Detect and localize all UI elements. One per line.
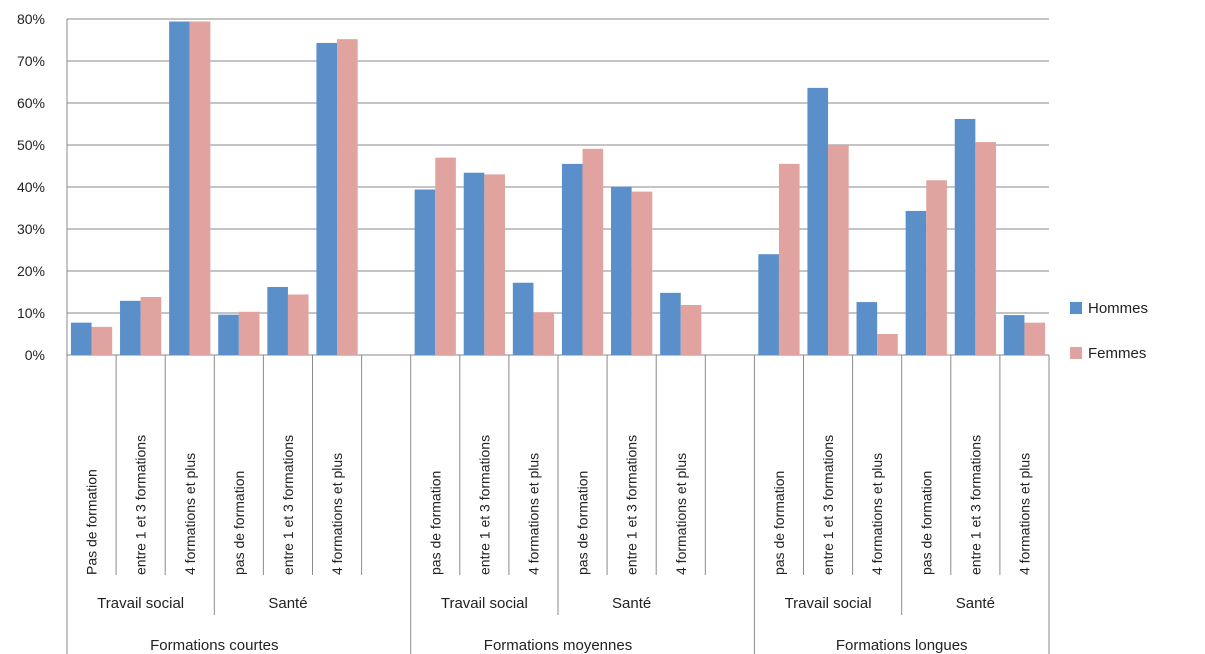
bar-hommes	[905, 210, 927, 355]
y-tick-label: 70%	[17, 53, 45, 69]
bar-femmes	[140, 297, 162, 355]
bar-hommes	[169, 21, 190, 356]
bar-femmes	[287, 294, 309, 355]
category-label: 4 formations et plus	[673, 453, 689, 575]
group-label: Formations moyennes	[484, 637, 632, 654]
bar-hommes	[611, 186, 632, 355]
category-label: 4 formations et plus	[869, 453, 885, 575]
bar-femmes	[238, 311, 260, 355]
bar-hommes	[267, 286, 288, 355]
category-label: pas de formation	[427, 471, 443, 575]
sublevel-label: Santé	[268, 595, 307, 612]
y-tick-label: 50%	[17, 137, 45, 153]
bar-femmes	[778, 163, 800, 355]
bar-hommes	[463, 172, 485, 355]
group-label: Formations courtes	[150, 637, 278, 654]
bar-femmes	[631, 191, 653, 355]
bar-femmes	[582, 148, 604, 355]
sublevel-label: Santé	[956, 595, 995, 612]
sublevel-label: Travail social	[441, 595, 528, 612]
sublevel-label: Santé	[612, 595, 651, 612]
category-label: entre 1 et 3 formations	[133, 435, 149, 575]
bar-femmes	[926, 180, 947, 355]
bar-hommes	[1003, 315, 1025, 355]
bar-femmes	[189, 21, 211, 356]
sublevel-label: Travail social	[97, 595, 184, 612]
bar-femmes	[828, 145, 849, 355]
bar-hommes	[561, 163, 583, 355]
bar-femmes	[877, 334, 898, 355]
bar-femmes	[975, 142, 996, 355]
bar-hommes	[758, 254, 779, 355]
bar-hommes	[512, 282, 534, 355]
bar-hommes	[660, 292, 681, 355]
category-label: pas de formation	[918, 471, 934, 575]
sublevel-label: Travail social	[785, 595, 872, 612]
bar-hommes	[70, 322, 92, 355]
category-label: Pas de formation	[84, 469, 100, 575]
category-label: pas de formation	[771, 471, 787, 575]
legend-swatch	[1070, 302, 1082, 314]
category-label: pas de formation	[575, 471, 591, 575]
legend-label: Femmes	[1088, 345, 1146, 362]
y-tick-label: 0%	[25, 347, 45, 363]
category-label: entre 1 et 3 formations	[476, 435, 492, 575]
category-label: 4 formations et plus	[329, 453, 345, 575]
bar-hommes	[954, 118, 976, 356]
bar-hommes	[218, 314, 239, 355]
bar-hommes	[414, 189, 436, 355]
category-label: 4 formations et plus	[182, 453, 198, 575]
bar-hommes	[120, 300, 141, 355]
bar-hommes	[316, 42, 338, 355]
bar-hommes	[856, 302, 878, 355]
bar-femmes	[533, 312, 555, 355]
category-label: entre 1 et 3 formations	[967, 435, 983, 575]
bar-femmes	[680, 305, 702, 355]
legend-label: Hommes	[1088, 300, 1148, 317]
bar-femmes	[435, 157, 456, 355]
y-tick-label: 60%	[17, 95, 45, 111]
bar-femmes	[91, 326, 113, 355]
y-tick-label: 30%	[17, 221, 45, 237]
category-label: pas de formation	[231, 471, 247, 575]
y-tick-label: 80%	[17, 11, 45, 27]
group-label: Formations longues	[836, 637, 968, 654]
bar-hommes	[807, 87, 829, 355]
bar-femmes	[337, 39, 358, 355]
y-tick-label: 20%	[17, 263, 45, 279]
category-label: 4 formations et plus	[1016, 453, 1032, 575]
category-label: 4 formations et plus	[525, 453, 541, 575]
y-tick-label: 40%	[17, 179, 45, 195]
bar-femmes	[484, 174, 505, 355]
category-label: entre 1 et 3 formations	[820, 435, 836, 575]
y-tick-label: 10%	[17, 305, 45, 321]
legend-swatch	[1070, 347, 1082, 359]
bar-femmes	[1024, 322, 1046, 355]
category-label: entre 1 et 3 formations	[280, 435, 296, 575]
category-label: entre 1 et 3 formations	[624, 435, 640, 575]
